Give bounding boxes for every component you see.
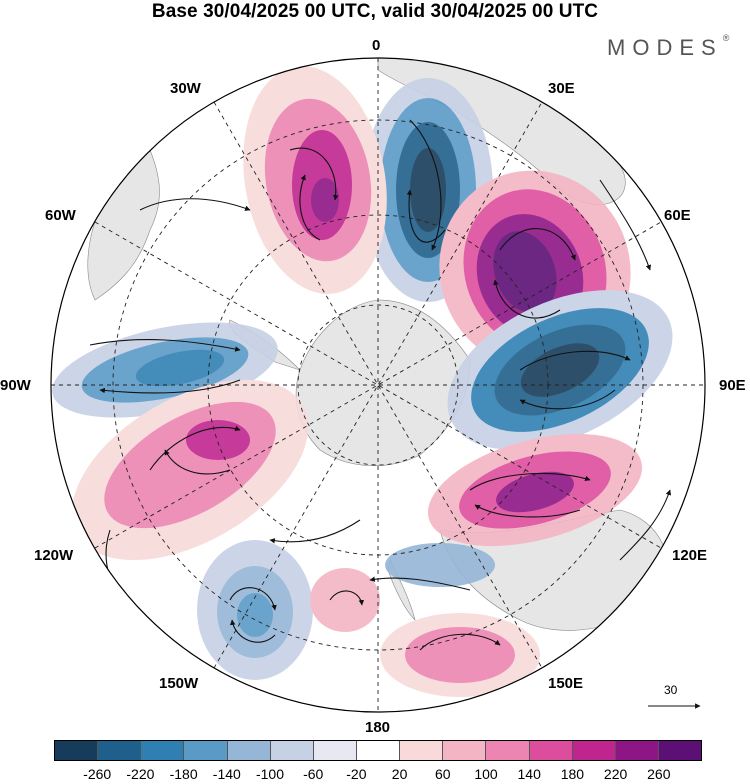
streamline	[229, 587, 277, 611]
anomaly-pink-110w-core	[186, 420, 250, 460]
lon-label-180: 180	[365, 719, 391, 736]
colorbar-cell	[227, 741, 271, 760]
registered-mark: ®	[722, 32, 730, 43]
colorbar-cell	[615, 741, 659, 760]
streamline	[419, 633, 501, 651]
streamline	[409, 119, 442, 251]
colorbar-ticks: -260 -220 -180 -140 -100 -60 -20 20 60 100 140 180 2…	[0, 766, 750, 784]
anomaly-pink-150e-mid	[405, 627, 515, 683]
colorbar-tick-label: -140	[212, 766, 241, 782]
streamline	[289, 147, 339, 201]
anomaly-magenta-120e-core	[496, 471, 574, 513]
lon-label-150e: 150E	[548, 675, 584, 692]
meridian-150	[213, 101, 543, 669]
colorbar-tick-label: -220	[126, 766, 155, 782]
colorbar-tick-label: -20	[346, 766, 367, 782]
streamline	[164, 449, 231, 475]
modes-logo: MODES®	[607, 32, 730, 61]
streamline	[406, 189, 446, 243]
streamline	[599, 179, 652, 271]
reference-vector-label: 30	[664, 683, 678, 697]
meridian-60	[94, 221, 662, 549]
colorbar-cell	[313, 741, 357, 760]
latitude-circle-1	[297, 304, 459, 466]
streamline	[299, 174, 321, 241]
colorbar-tick-label: 100	[474, 766, 498, 782]
lon-label-120e: 120E	[672, 547, 708, 564]
lon-label-60w: 60W	[45, 207, 76, 224]
streamline	[519, 389, 616, 410]
streamline	[499, 228, 576, 261]
anomaly-magenta-30w-core	[311, 178, 339, 222]
colorbar-cell	[529, 741, 573, 760]
lon-label-30w: 30W	[170, 80, 201, 97]
colorbar-tick-label: -100	[255, 766, 285, 782]
streamline	[519, 350, 631, 371]
colorbar-tick-label: -180	[169, 766, 198, 782]
anomaly-blue-130e	[385, 543, 495, 587]
meridian-120	[94, 221, 662, 549]
colorbar-tick-label: -260	[83, 766, 112, 782]
colorbar-cell	[443, 741, 487, 760]
colorbar-cell	[55, 741, 99, 760]
lon-label-120w: 120W	[34, 547, 74, 564]
colorbar-cell	[184, 741, 228, 760]
anomaly-blue-150w-core	[237, 593, 273, 637]
antarctica-land	[295, 299, 471, 466]
anomaly-blue-90w-core	[135, 349, 225, 387]
streamline	[474, 504, 581, 518]
colorbar-cell	[98, 741, 142, 760]
streamline	[493, 279, 561, 319]
colorbar-cell	[270, 741, 314, 760]
streamline	[469, 472, 591, 491]
colorbar-tick-label: 60	[435, 766, 451, 782]
colorbar-cell	[356, 741, 401, 760]
streamline	[139, 198, 251, 211]
colorbar-cell	[572, 741, 616, 760]
streamline	[329, 590, 365, 606]
lon-label-30e: 30E	[548, 80, 575, 97]
colorbar-cell	[141, 741, 185, 760]
streamline	[149, 425, 241, 471]
meridian-30	[213, 101, 543, 669]
lon-label-90e: 90E	[719, 377, 746, 394]
colorbar-tick-label: 20	[391, 766, 408, 782]
colorbar-tick-label: 260	[647, 766, 671, 782]
map-disk	[51, 58, 705, 712]
chart-title: Base 30/04/2025 00 UTC, valid 30/04/2025…	[151, 1, 599, 22]
streamline	[369, 576, 471, 591]
streamline	[269, 519, 361, 544]
anomaly-blue-90e-core	[520, 343, 600, 397]
anomaly-shading	[52, 66, 673, 697]
colorbar-tick-label: 220	[603, 766, 628, 782]
graticule	[51, 58, 705, 712]
lon-label-150w: 150W	[159, 675, 199, 692]
colorbar-tick-label: -60	[303, 766, 324, 782]
colorbar-cell	[486, 741, 530, 760]
colorbar	[54, 740, 702, 761]
colorbar-tick-label: 180	[560, 766, 585, 782]
colorbar-cell	[658, 741, 702, 760]
streamlines	[89, 119, 672, 651]
streamline	[99, 379, 241, 394]
map-boundary	[50, 57, 706, 713]
streamline	[619, 489, 672, 561]
streamline	[89, 338, 241, 352]
anomaly-magenta-60e-core	[493, 231, 557, 313]
lon-label-0: 0	[372, 37, 381, 54]
lon-label-90w: 90W	[0, 377, 31, 394]
brand-name: MODES	[607, 35, 723, 60]
lon-label-60e: 60E	[664, 207, 691, 224]
streamline	[230, 619, 276, 643]
colorbar-cell	[400, 741, 444, 760]
anomaly-pink-170w	[310, 568, 380, 632]
colorbar-tick-label: 140	[517, 766, 541, 782]
